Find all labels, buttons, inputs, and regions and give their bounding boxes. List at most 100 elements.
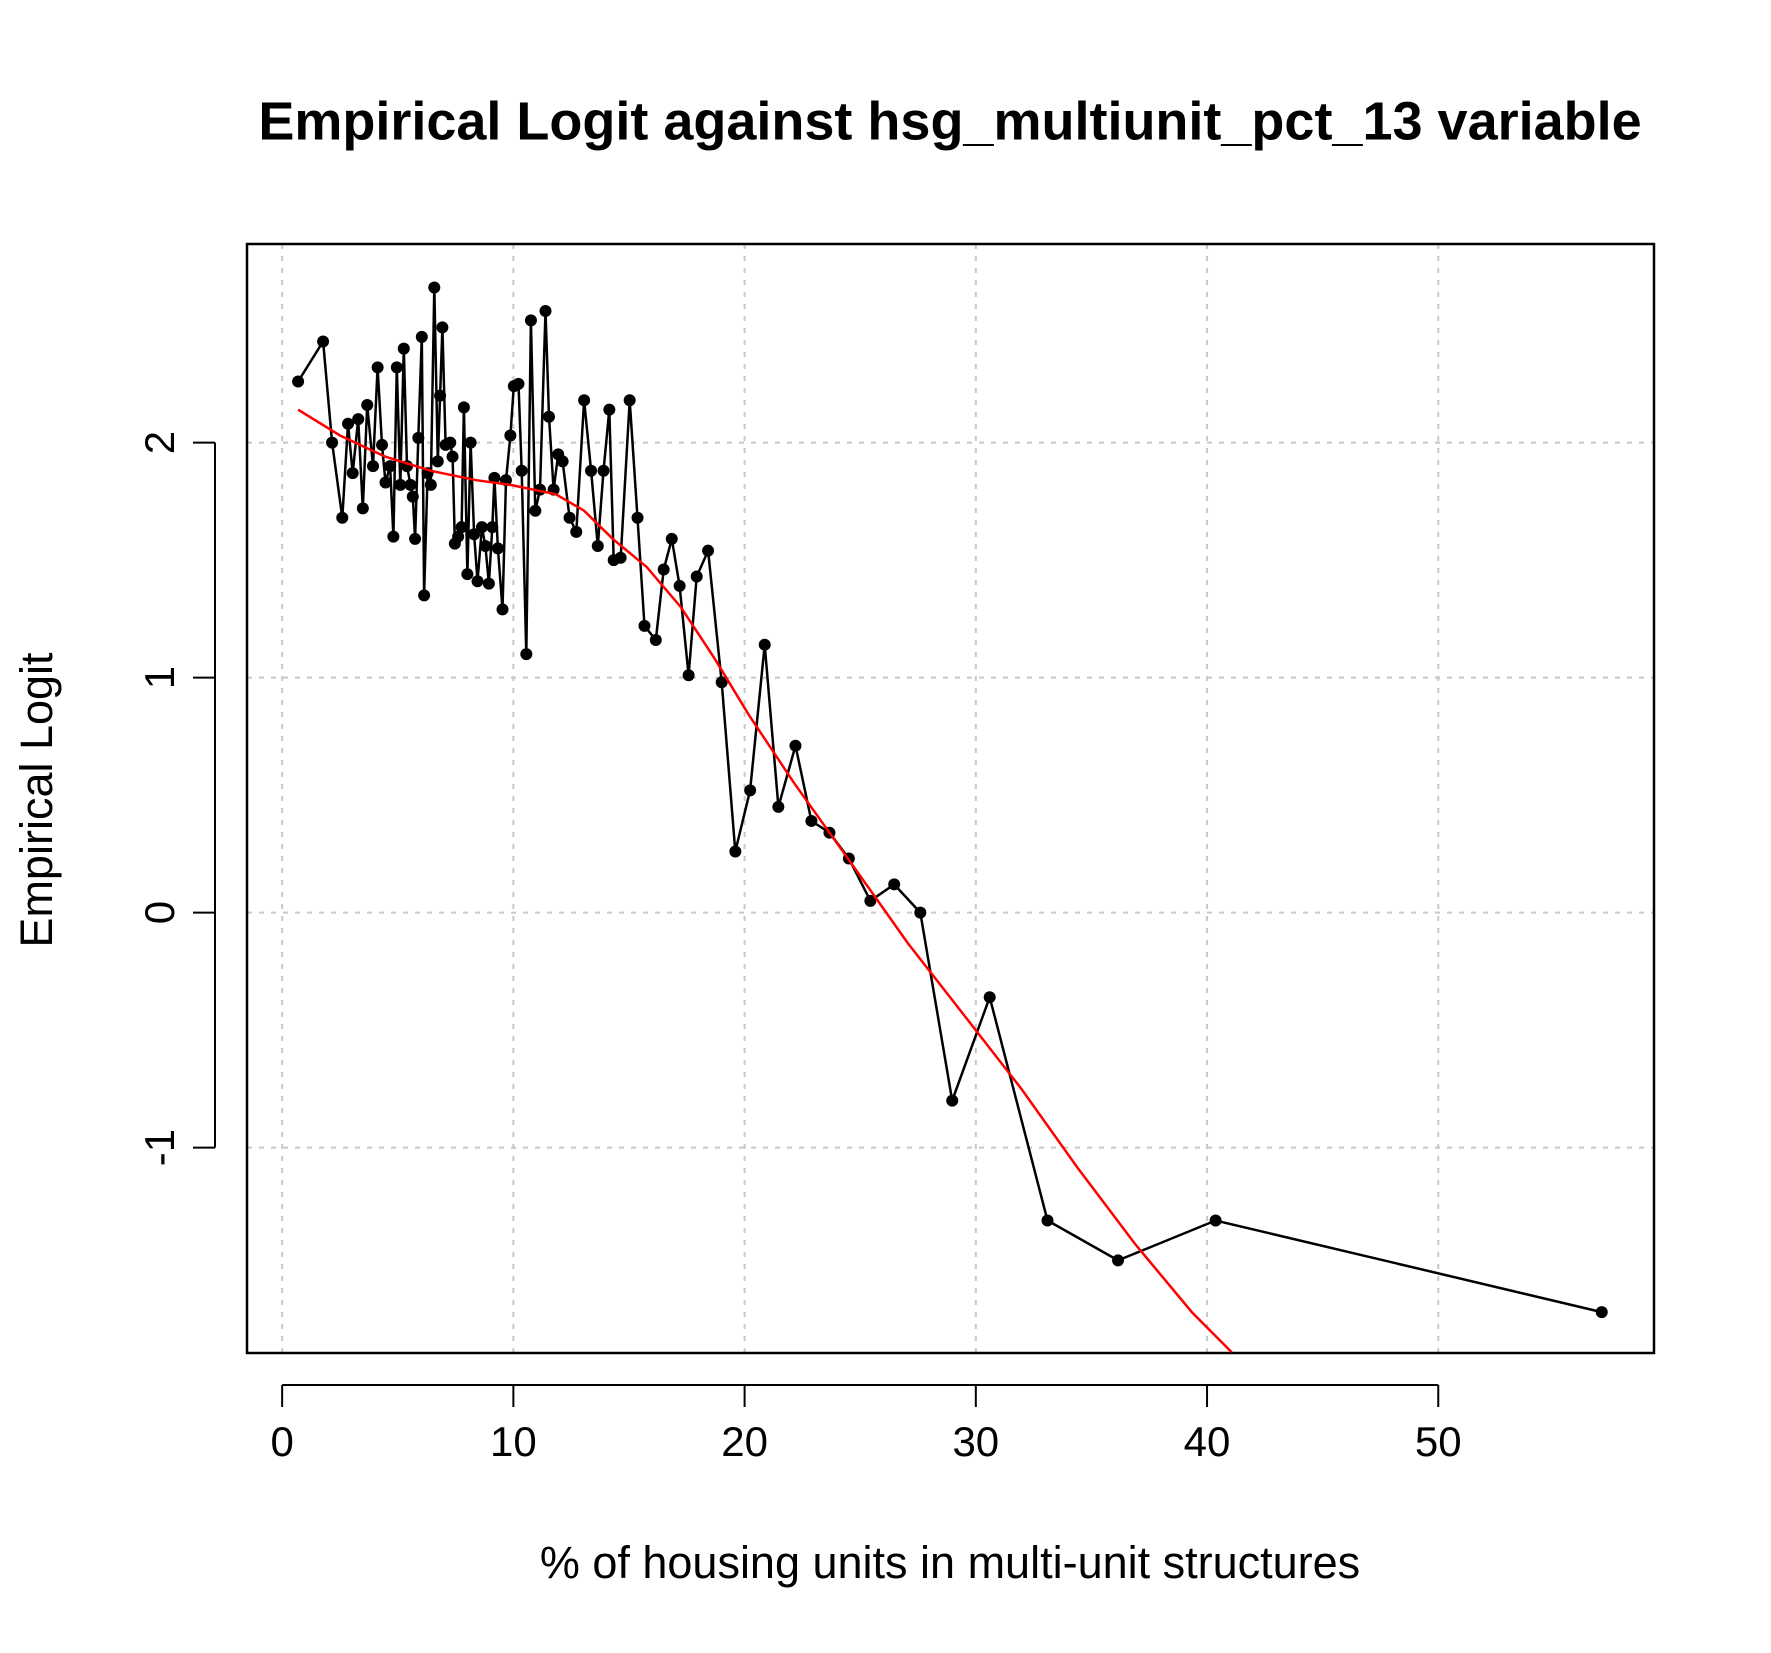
data-point [371, 361, 384, 374]
data-point [515, 464, 528, 477]
data-point [638, 619, 651, 632]
data-point [367, 460, 380, 473]
data-point [292, 375, 305, 388]
data-point [805, 814, 818, 827]
data-point [914, 906, 927, 919]
series-line [297, 408, 1233, 1353]
data-point [431, 455, 444, 468]
data-point [702, 544, 715, 557]
data-point [591, 539, 604, 552]
data-point [390, 361, 403, 374]
data-point [434, 389, 447, 402]
data-point [461, 568, 474, 581]
data-point [1595, 1306, 1608, 1319]
data-point [570, 525, 583, 538]
data-point [394, 478, 407, 491]
plot-area [292, 281, 1608, 1353]
data-point [682, 669, 695, 682]
data-point [342, 417, 355, 430]
data-point [563, 511, 576, 524]
data-point [631, 511, 644, 524]
data-point [729, 845, 742, 858]
data-point [1209, 1214, 1222, 1227]
data-point [491, 542, 504, 555]
data-point [479, 539, 492, 552]
data-point [649, 633, 662, 646]
data-point [614, 551, 627, 564]
plot-frame [245, 242, 1656, 1355]
data-point [317, 335, 330, 348]
data-point [539, 304, 552, 317]
data-point [542, 410, 555, 423]
data-point [715, 676, 728, 689]
data-point [482, 577, 495, 590]
data-point [496, 603, 509, 616]
x-tick-label: 30 [952, 1418, 999, 1465]
data-point [789, 739, 802, 752]
data-point [436, 321, 449, 334]
y-axis-label: Empirical Logit [11, 652, 62, 948]
data-point [379, 476, 392, 489]
data-point [946, 1094, 959, 1107]
data-point [772, 800, 785, 813]
data-point [983, 991, 996, 1004]
x-tick-label: 10 [490, 1418, 537, 1465]
data-point [444, 436, 457, 449]
data-point [387, 530, 400, 543]
data-point [529, 504, 542, 517]
data-point [464, 436, 477, 449]
x-tick-label: 40 [1184, 1418, 1231, 1465]
data-point [520, 648, 533, 661]
data-point [585, 464, 598, 477]
data-point [556, 455, 569, 468]
data-point [488, 471, 501, 484]
data-point [603, 403, 616, 416]
data-point [1112, 1254, 1125, 1267]
data-point [384, 460, 397, 473]
data-point [415, 330, 428, 343]
data-point [888, 878, 901, 891]
data-point [864, 894, 877, 907]
y-tick-label: 1 [136, 666, 183, 689]
x-axis-label: % of housing units in multi-unit structu… [540, 1537, 1360, 1588]
data-point [428, 281, 441, 294]
data-point [412, 431, 425, 444]
y-tick-label: -1 [136, 1129, 183, 1166]
chart-title: Empirical Logit against hsg_multiunit_pc… [258, 91, 1641, 151]
data-point [418, 589, 431, 602]
data-point [623, 394, 636, 407]
data-point [504, 429, 517, 442]
x-tick-label: 0 [270, 1418, 293, 1465]
x-tick-label: 50 [1415, 1418, 1462, 1465]
data-point [352, 413, 365, 426]
data-point [665, 532, 678, 545]
data-point [1041, 1214, 1054, 1227]
data-point [376, 438, 389, 451]
x-tick-label: 20 [721, 1418, 768, 1465]
data-point [457, 401, 470, 414]
data-point [452, 530, 465, 543]
data-point [404, 478, 417, 491]
data-point [455, 521, 468, 534]
series-line [297, 287, 1602, 1314]
data-point [657, 563, 670, 576]
data-point [758, 638, 771, 651]
data-point [468, 528, 481, 541]
data-point [512, 377, 525, 390]
data-point [361, 398, 374, 411]
data-point [424, 478, 437, 491]
data-point [578, 394, 591, 407]
data-point [597, 464, 610, 477]
data-point [336, 511, 349, 524]
data-point [744, 784, 757, 797]
data-point [346, 467, 359, 480]
data-point [690, 570, 703, 583]
data-point [356, 502, 369, 515]
y-tick-label: 0 [136, 901, 183, 924]
data-point [475, 521, 488, 534]
data-point [406, 490, 419, 503]
data-point [471, 575, 484, 588]
data-point [673, 579, 686, 592]
data-point [409, 532, 422, 545]
